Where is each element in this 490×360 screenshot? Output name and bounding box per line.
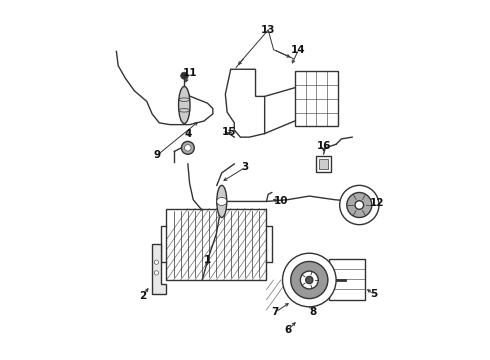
Text: 16: 16 xyxy=(317,141,331,151)
Bar xyxy=(316,156,331,172)
Bar xyxy=(319,159,328,168)
Text: 7: 7 xyxy=(271,307,279,317)
Circle shape xyxy=(355,201,364,209)
Polygon shape xyxy=(152,244,167,294)
Bar xyxy=(329,258,365,300)
Text: 12: 12 xyxy=(370,198,385,208)
Ellipse shape xyxy=(217,197,227,206)
Circle shape xyxy=(340,185,379,225)
Circle shape xyxy=(154,260,159,264)
Bar xyxy=(295,71,338,126)
Ellipse shape xyxy=(178,86,190,123)
Circle shape xyxy=(306,276,313,284)
Circle shape xyxy=(154,271,159,275)
Circle shape xyxy=(347,193,372,217)
Text: 10: 10 xyxy=(273,197,288,206)
Circle shape xyxy=(291,261,328,298)
Text: 15: 15 xyxy=(221,127,236,137)
Circle shape xyxy=(181,141,194,154)
Text: 13: 13 xyxy=(261,25,275,35)
Polygon shape xyxy=(225,69,265,137)
Circle shape xyxy=(283,253,336,307)
Text: 9: 9 xyxy=(154,150,161,160)
Ellipse shape xyxy=(217,185,227,217)
Bar xyxy=(167,208,267,280)
Text: 14: 14 xyxy=(291,45,306,55)
Circle shape xyxy=(300,271,318,289)
Text: 11: 11 xyxy=(182,68,197,78)
Text: 1: 1 xyxy=(204,255,211,265)
Circle shape xyxy=(185,145,191,151)
Circle shape xyxy=(181,72,188,79)
Text: 3: 3 xyxy=(242,162,248,172)
Text: 6: 6 xyxy=(284,325,292,335)
Text: 8: 8 xyxy=(309,307,317,317)
Text: 4: 4 xyxy=(184,129,192,139)
Text: 5: 5 xyxy=(370,289,377,299)
Text: 2: 2 xyxy=(140,291,147,301)
